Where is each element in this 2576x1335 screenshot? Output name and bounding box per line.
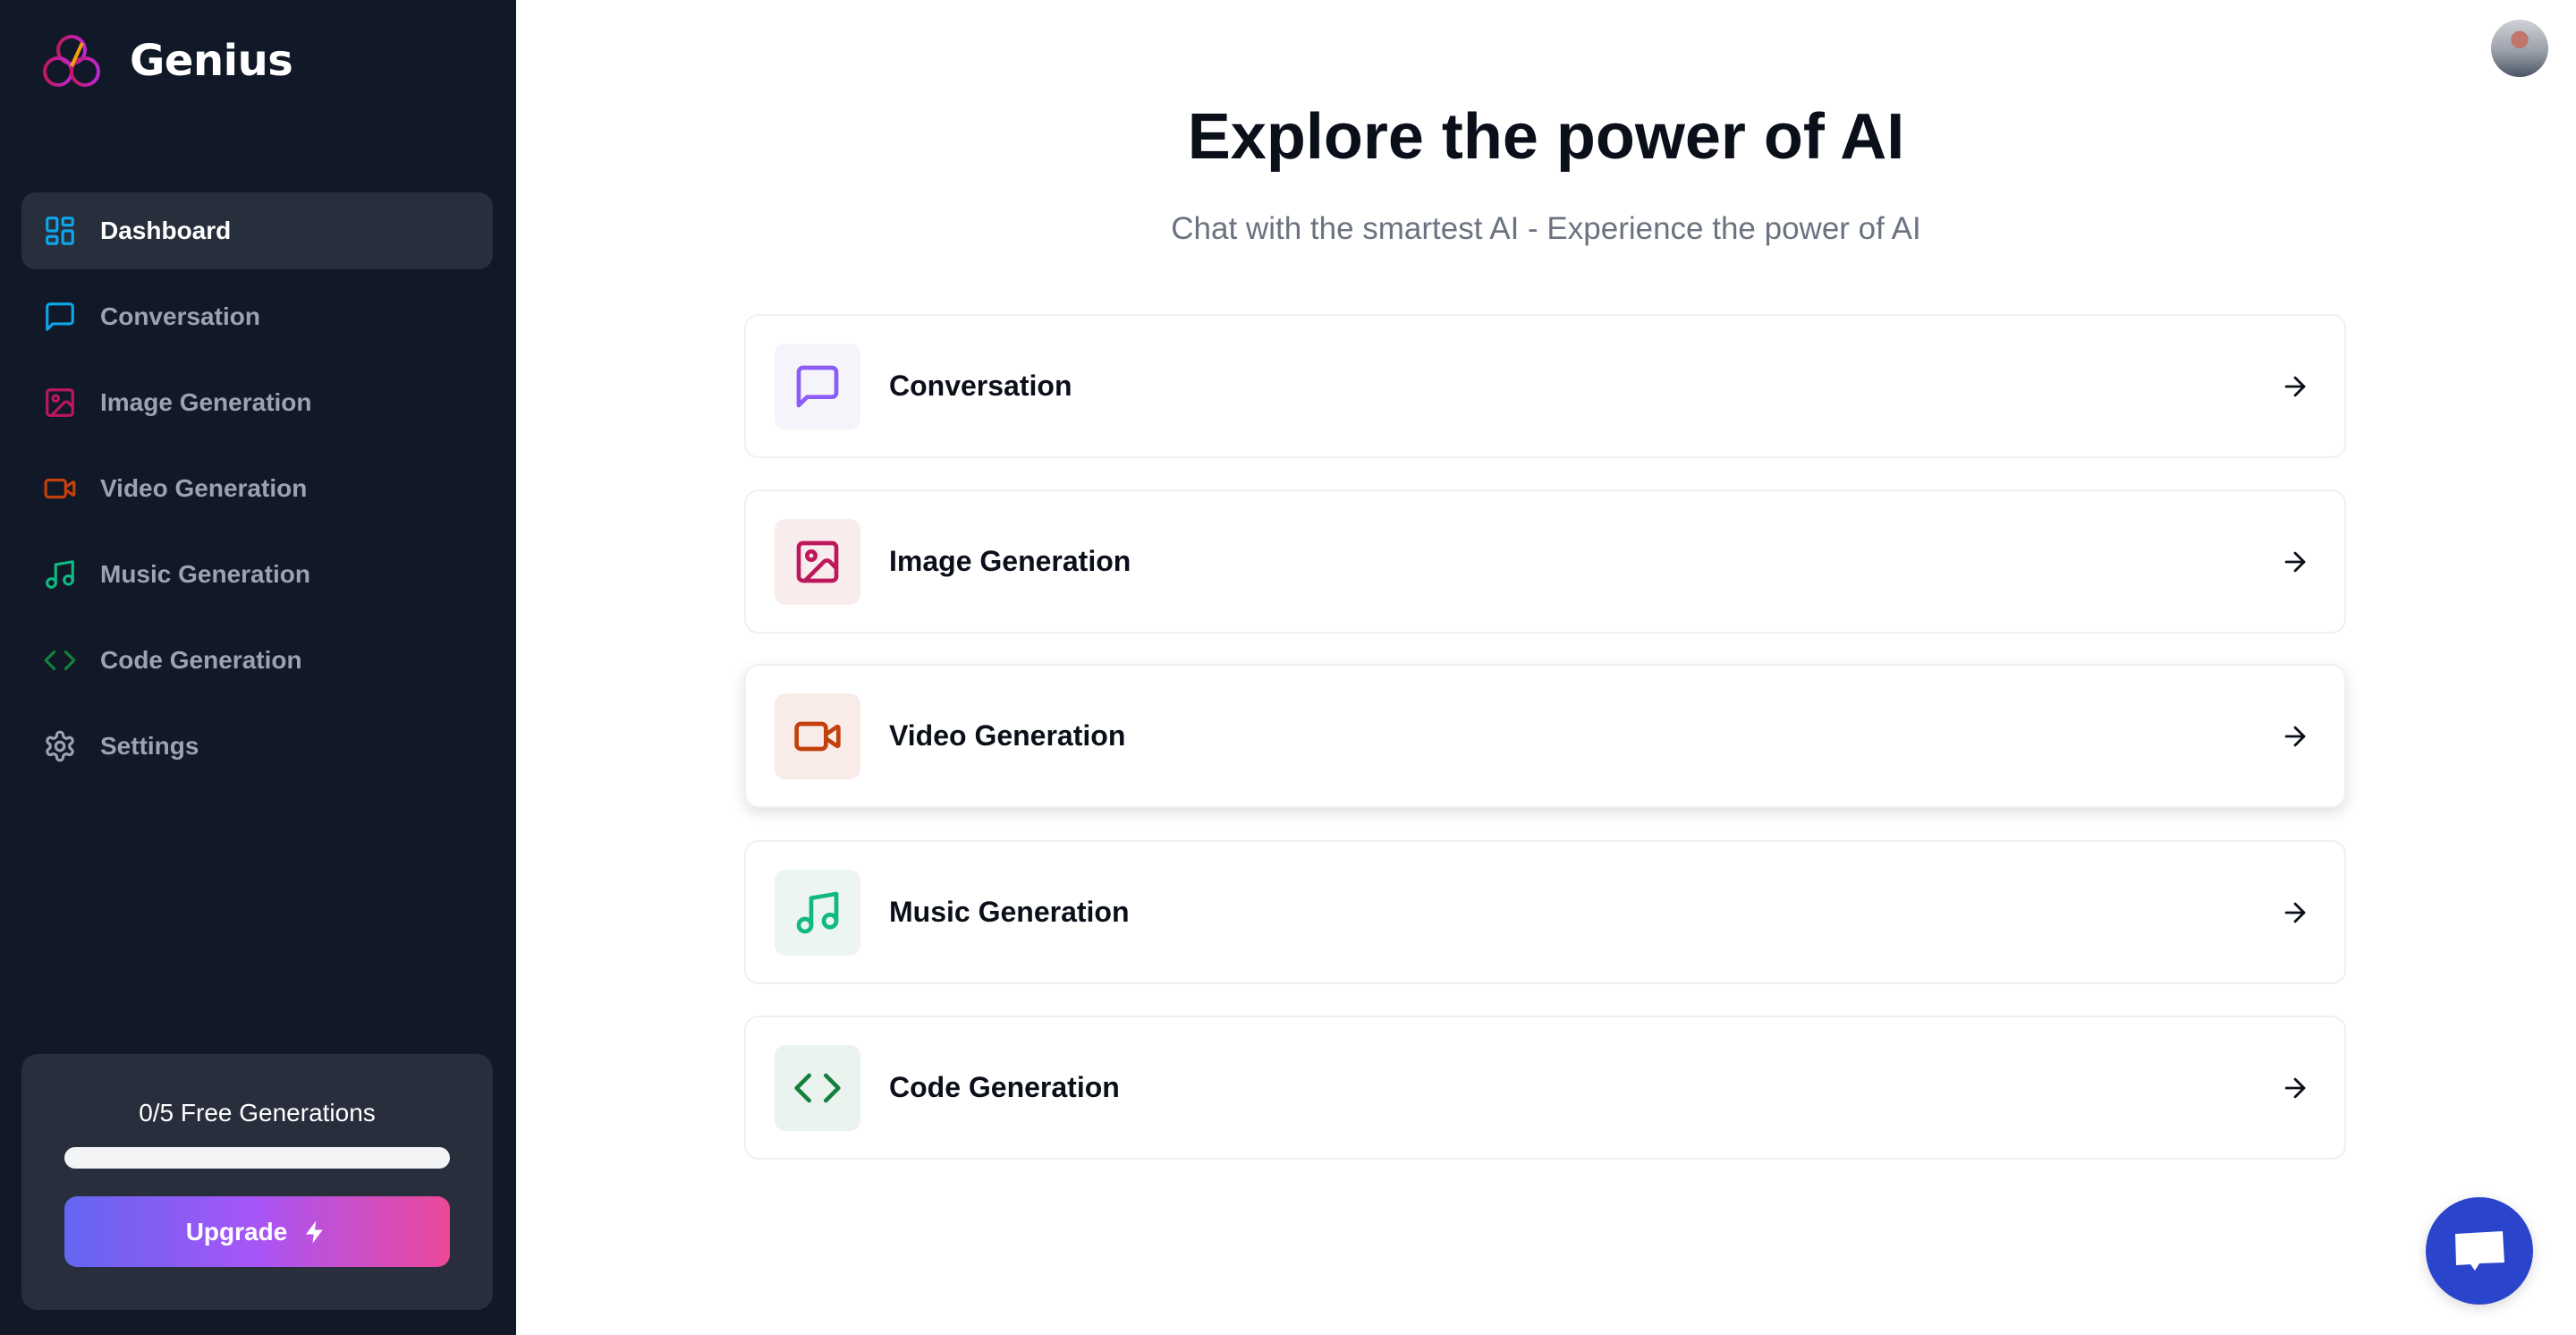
sidebar-item-video-generation[interactable]: Video Generation bbox=[21, 450, 493, 527]
tool-card-video-generation[interactable]: Video Generation bbox=[744, 664, 2346, 808]
settings-icon bbox=[46, 730, 74, 762]
arrow-right-icon bbox=[2284, 551, 2306, 573]
tool-icon-box bbox=[775, 693, 860, 779]
arrow-right-icon bbox=[2284, 376, 2306, 397]
tool-icon-box bbox=[775, 344, 860, 429]
message-square-icon bbox=[43, 300, 77, 334]
sidebar-item-label: Image Generation bbox=[100, 388, 312, 416]
arrow-right-icon bbox=[2284, 902, 2306, 923]
tool-card-image-generation[interactable]: Image Generation bbox=[744, 489, 2346, 633]
tool-card-label: Conversation bbox=[889, 370, 1072, 402]
upgrade-button[interactable]: Upgrade bbox=[64, 1196, 450, 1267]
tool-card-conversation[interactable]: Conversation bbox=[744, 314, 2346, 458]
tool-icon-box bbox=[775, 519, 860, 605]
layout-dashboard-icon bbox=[46, 217, 74, 245]
tool-card-code-generation[interactable]: Code Generation bbox=[744, 1016, 2346, 1160]
sidebar-item-label: Dashboard bbox=[100, 217, 232, 244]
genius-logo-icon[interactable] bbox=[41, 32, 102, 91]
message-square-icon bbox=[46, 302, 74, 331]
music-icon bbox=[796, 891, 839, 934]
sidebar-item-conversation[interactable]: Conversation bbox=[21, 278, 493, 355]
image-icon bbox=[46, 388, 74, 417]
tool-icon-box bbox=[775, 870, 860, 956]
code-icon bbox=[44, 650, 76, 671]
sidebar-item-settings[interactable]: Settings bbox=[21, 708, 493, 785]
usage-progress-bar bbox=[64, 1147, 450, 1169]
sidebar-item-code-generation[interactable]: Code Generation bbox=[21, 622, 493, 699]
main-content: Explore the power of AI Chat with the sm… bbox=[516, 0, 2576, 1335]
code-icon bbox=[43, 643, 77, 677]
free-generations-counter: 0/5 Free Generations bbox=[139, 1099, 376, 1127]
arrow-right-icon bbox=[2284, 726, 2306, 747]
sidebar-item-label: Video Generation bbox=[100, 474, 308, 502]
page-title: Explore the power of AI bbox=[1187, 101, 1905, 173]
upgrade-label: Upgrade bbox=[185, 1217, 288, 1246]
video-icon bbox=[794, 721, 841, 752]
music-icon bbox=[46, 560, 74, 589]
user-avatar[interactable] bbox=[2491, 20, 2548, 77]
chat-bubble-icon bbox=[2455, 1231, 2504, 1271]
image-icon bbox=[796, 540, 839, 583]
tool-icon-box bbox=[775, 1045, 860, 1131]
tool-card-label: Music Generation bbox=[889, 896, 1130, 928]
arrow-right-icon bbox=[2284, 1077, 2306, 1099]
music-icon bbox=[43, 557, 77, 591]
zap-icon bbox=[306, 1220, 324, 1243]
tool-card-label: Code Generation bbox=[889, 1071, 1120, 1103]
sidebar: Genius Dashboard Conversation Image Genera… bbox=[0, 0, 516, 1335]
brand-name[interactable]: Genius bbox=[130, 36, 293, 86]
sidebar-item-label: Conversation bbox=[100, 302, 260, 330]
image-icon bbox=[43, 386, 77, 420]
sidebar-item-dashboard[interactable]: Dashboard bbox=[21, 192, 493, 269]
sidebar-item-image-generation[interactable]: Image Generation bbox=[21, 364, 493, 441]
sidebar-item-music-generation[interactable]: Music Generation bbox=[21, 536, 493, 613]
settings-icon bbox=[43, 729, 77, 763]
chat-support-button[interactable] bbox=[2426, 1197, 2533, 1305]
tool-card-label: Video Generation bbox=[889, 719, 1126, 752]
tool-card-label: Image Generation bbox=[889, 545, 1131, 577]
video-icon bbox=[44, 478, 76, 499]
free-generations-card: 0/5 Free Generations Upgrade bbox=[21, 1054, 493, 1310]
sidebar-item-label: Settings bbox=[100, 732, 199, 760]
sidebar-item-label: Music Generation bbox=[100, 560, 310, 588]
page-subtitle: Chat with the smartest AI - Experience t… bbox=[1171, 211, 1921, 246]
code-icon bbox=[794, 1073, 841, 1103]
tool-card-music-generation[interactable]: Music Generation bbox=[744, 840, 2346, 984]
video-icon bbox=[43, 472, 77, 506]
layout-dashboard-icon bbox=[43, 214, 77, 248]
message-square-icon bbox=[796, 365, 839, 408]
sidebar-item-label: Code Generation bbox=[100, 646, 302, 674]
